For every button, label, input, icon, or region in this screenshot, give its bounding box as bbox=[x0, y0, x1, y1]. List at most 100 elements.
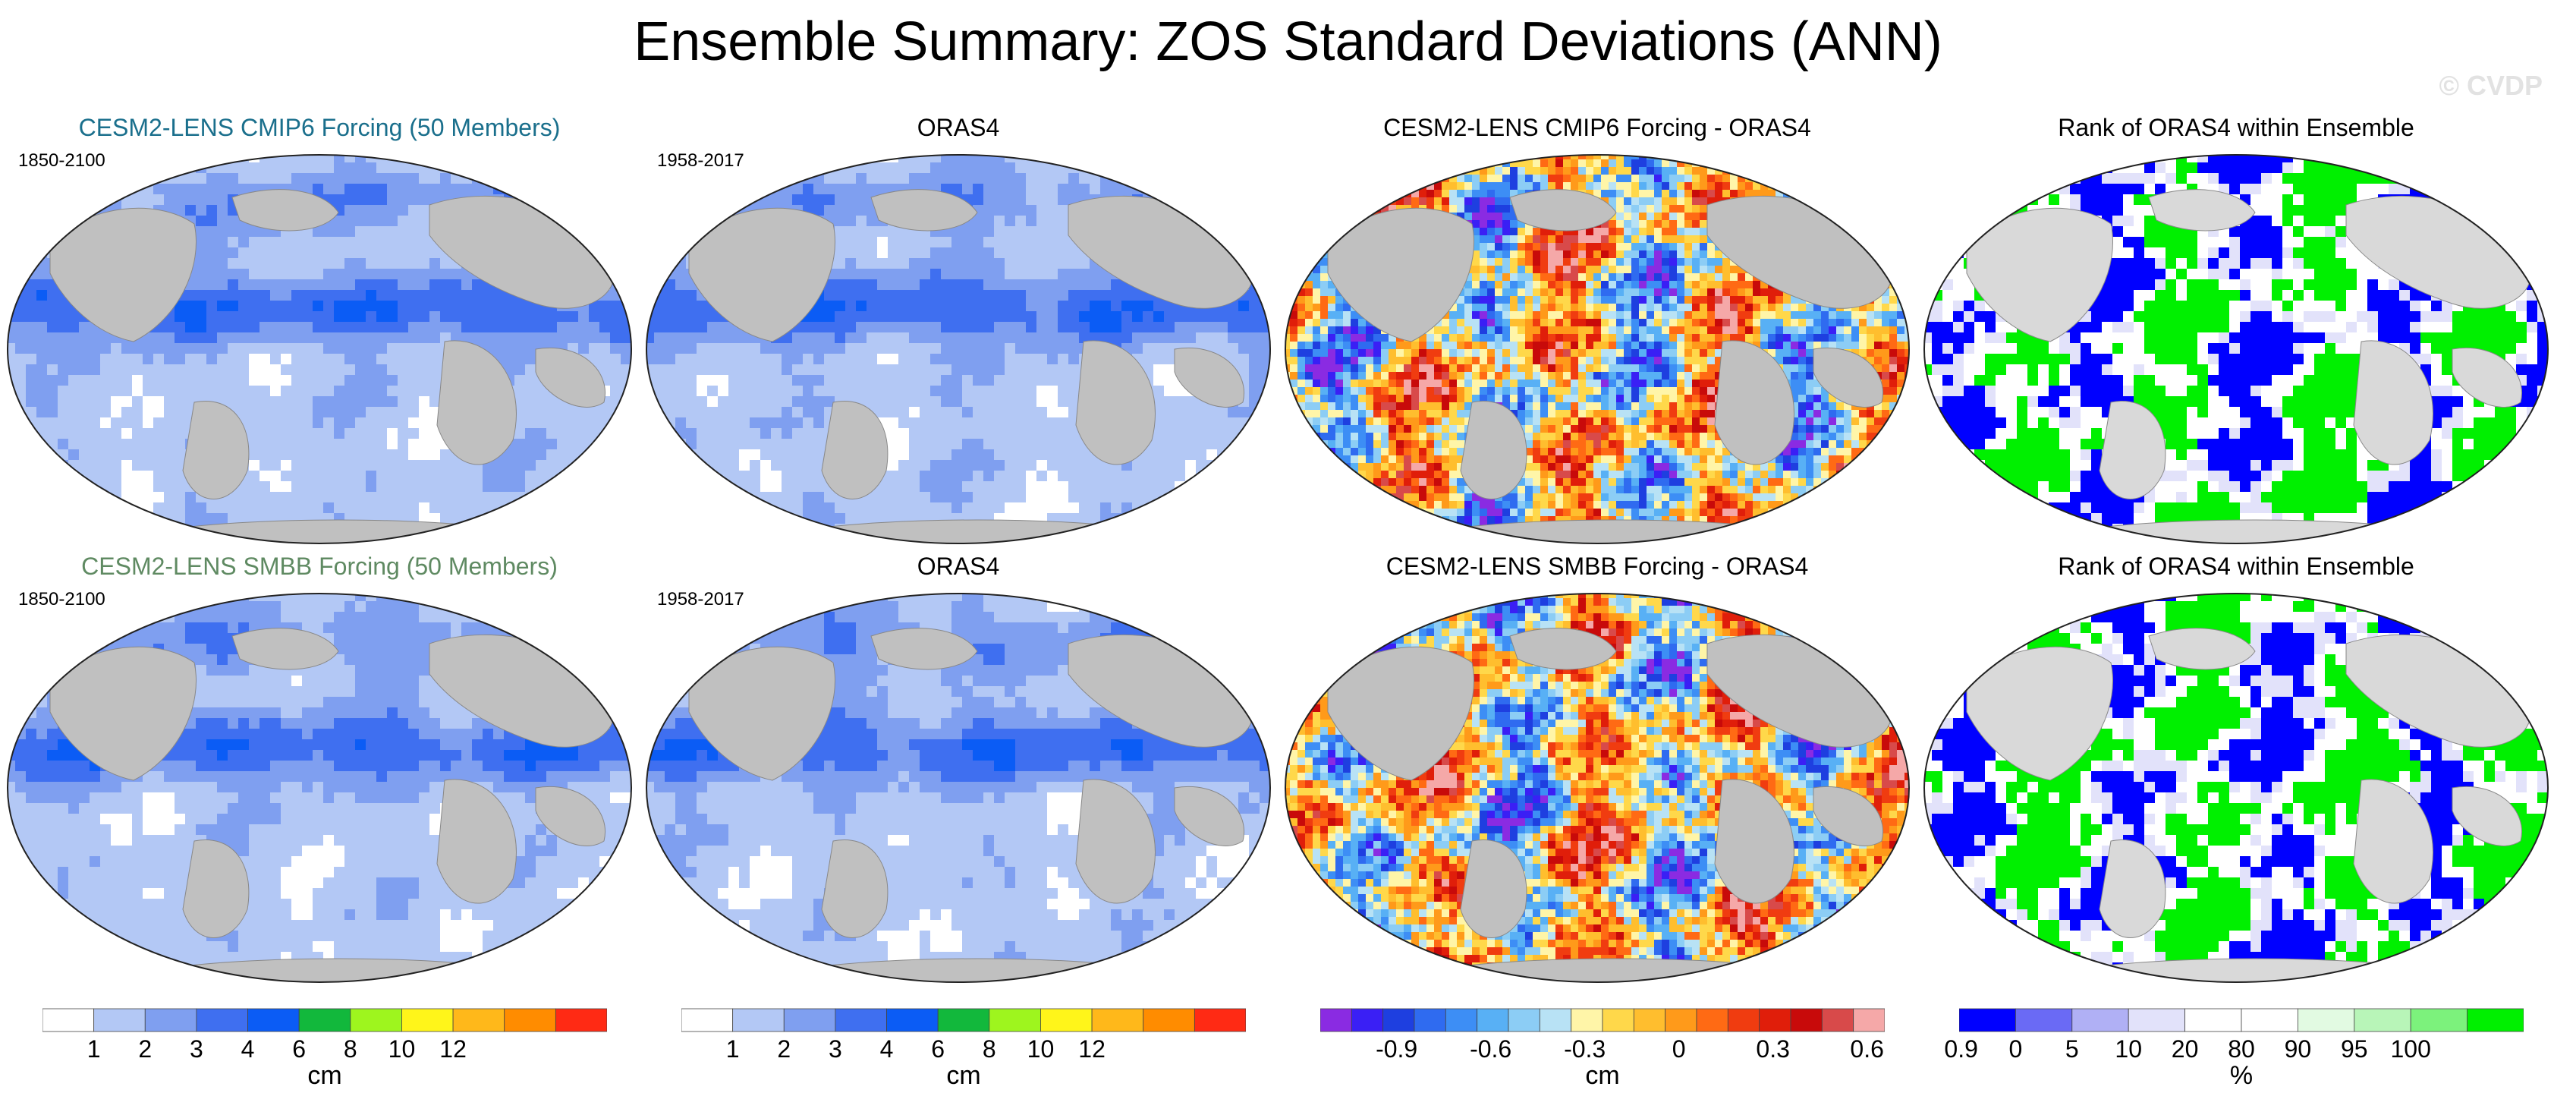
panel-title: Rank of ORAS4 within Ensemble bbox=[1921, 553, 2551, 581]
colorbar: 0 5 10 20 80 90 95 100% bbox=[1959, 1008, 2536, 1099]
colorbar-swatch bbox=[1143, 1008, 1195, 1032]
colorbar-tick-label: -0.6 bbox=[1470, 1035, 1511, 1063]
colorbar-swatch bbox=[2297, 1008, 2355, 1032]
land-mass bbox=[1813, 348, 1883, 408]
map-panel: ORAS4 1958-2017 bbox=[643, 553, 1273, 983]
map-panel: CESM2-LENS CMIP6 Forcing (50 Members) 185… bbox=[5, 114, 634, 544]
land-mass bbox=[1460, 401, 1527, 499]
colorbar-tick-label: 6 bbox=[292, 1035, 306, 1063]
colorbar-tick-label: 6 bbox=[931, 1035, 945, 1063]
colorbar-tick-label: 0 bbox=[2008, 1035, 2022, 1063]
colorbar-swatch bbox=[1539, 1008, 1572, 1032]
colorbar-swatch bbox=[196, 1008, 248, 1032]
colorbar-swatch bbox=[1194, 1008, 1246, 1032]
land-mass bbox=[436, 779, 517, 904]
colorbar-swatch bbox=[886, 1008, 939, 1032]
land-mass bbox=[1174, 348, 1244, 408]
colorbar-tick-label: 8 bbox=[344, 1035, 357, 1063]
colorbar-swatch bbox=[1351, 1008, 1384, 1032]
period-label: 1958-2017 bbox=[657, 150, 744, 172]
land-mass bbox=[1966, 646, 2113, 781]
figure-title: Ensemble Summary: ZOS Standard Deviation… bbox=[0, 11, 2576, 73]
colorbar-swatch bbox=[2128, 1008, 2185, 1032]
colorbar-swatch bbox=[555, 1008, 607, 1032]
period-label: 1850-2100 bbox=[18, 150, 105, 172]
colorbar-swatch bbox=[1853, 1008, 1885, 1032]
land-mass bbox=[870, 189, 978, 232]
land-mass bbox=[2099, 401, 2166, 499]
colorbar-swatch bbox=[452, 1008, 505, 1032]
world-map bbox=[1285, 154, 1910, 544]
colorbar-swatch bbox=[681, 1008, 734, 1032]
land-mass bbox=[1714, 340, 1794, 465]
colorbar-swatch bbox=[1477, 1008, 1509, 1032]
colorbar-swatch bbox=[2015, 1008, 2073, 1032]
panel-title: ORAS4 bbox=[643, 553, 1273, 581]
colorbar: 1 2 3 4 6 8 10 12 cm bbox=[42, 1008, 619, 1099]
land-mass bbox=[535, 348, 605, 408]
land-mass bbox=[688, 646, 835, 781]
land-mass bbox=[535, 786, 605, 846]
colorbar-tick-label: 10 bbox=[1027, 1035, 1055, 1063]
map-panel: Rank of ORAS4 within Ensemble bbox=[1921, 553, 2551, 983]
colorbar-swatches bbox=[1959, 1008, 2524, 1032]
colorbar-swatch bbox=[504, 1008, 556, 1032]
period-label: 1850-2100 bbox=[18, 589, 105, 610]
period-label: 1958-2017 bbox=[657, 589, 744, 610]
land-mass bbox=[436, 340, 517, 465]
colorbar-tick-label: -0.3 bbox=[1564, 1035, 1606, 1063]
land-mass bbox=[49, 207, 197, 342]
colorbar-tick-label: 12 bbox=[1078, 1035, 1106, 1063]
map-panel: CESM2-LENS CMIP6 Forcing - ORAS4 bbox=[1282, 114, 1912, 544]
land-mass bbox=[1460, 839, 1527, 938]
land-mass bbox=[1714, 779, 1794, 904]
colorbar-tick-label: 2 bbox=[777, 1035, 791, 1063]
colorbar-swatch bbox=[1414, 1008, 1446, 1032]
panel-title: CESM2-LENS SMBB Forcing - ORAS4 bbox=[1282, 553, 1912, 581]
colorbar-swatch bbox=[835, 1008, 887, 1032]
colorbar-swatch bbox=[144, 1008, 197, 1032]
colorbar-swatch bbox=[1790, 1008, 1823, 1032]
land-mass bbox=[49, 646, 197, 781]
panel-title: CESM2-LENS SMBB Forcing (50 Members) bbox=[5, 553, 634, 581]
land-mass bbox=[1966, 207, 2113, 342]
colorbar-swatch bbox=[1633, 1008, 1666, 1032]
colorbar-swatch bbox=[1602, 1008, 1634, 1032]
world-map bbox=[646, 154, 1271, 544]
land-mass bbox=[2099, 839, 2166, 938]
land-mass bbox=[1509, 189, 1617, 232]
colorbar-tick-label: 0 bbox=[1672, 1035, 1686, 1063]
colorbar-swatch bbox=[350, 1008, 402, 1032]
map-border bbox=[646, 593, 1271, 983]
land-mass bbox=[2452, 786, 2522, 846]
land-mass bbox=[182, 839, 250, 938]
world-map bbox=[7, 154, 632, 544]
panel-title: CESM2-LENS CMIP6 Forcing (50 Members) bbox=[5, 114, 634, 142]
map-border bbox=[1285, 154, 1910, 544]
world-map bbox=[7, 593, 632, 983]
colorbar-tick-label: 80 bbox=[2228, 1035, 2255, 1063]
colorbar-tick-label: 5 bbox=[2065, 1035, 2079, 1063]
colorbar-tick-label: 1 bbox=[87, 1035, 101, 1063]
land-mass bbox=[1174, 786, 1244, 846]
colorbar-tick-label: 10 bbox=[2115, 1035, 2142, 1063]
land-mass bbox=[1327, 207, 1474, 342]
colorbar-tick-label: 4 bbox=[880, 1035, 894, 1063]
panel-title: CESM2-LENS CMIP6 Forcing - ORAS4 bbox=[1282, 114, 1912, 142]
colorbar-swatch bbox=[732, 1008, 785, 1032]
watermark: © CVDP bbox=[2439, 70, 2543, 102]
colorbar-swatch bbox=[1508, 1008, 1540, 1032]
world-map bbox=[1285, 593, 1910, 983]
panel-title: Rank of ORAS4 within Ensemble bbox=[1921, 114, 2551, 142]
colorbar-swatch bbox=[2241, 1008, 2298, 1032]
colorbar-tick-label: 1 bbox=[726, 1035, 740, 1063]
land-mass bbox=[231, 628, 339, 670]
land-mass bbox=[2148, 628, 2256, 670]
colorbar-swatch bbox=[2410, 1008, 2468, 1032]
land-mass bbox=[1327, 646, 1474, 781]
colorbar-swatch bbox=[401, 1008, 454, 1032]
map-panel: CESM2-LENS SMBB Forcing (50 Members) 1850… bbox=[5, 553, 634, 983]
colorbar-tick-label: 4 bbox=[241, 1035, 255, 1063]
land-mass bbox=[1813, 786, 1883, 846]
colorbar-swatches bbox=[1320, 1008, 1885, 1032]
